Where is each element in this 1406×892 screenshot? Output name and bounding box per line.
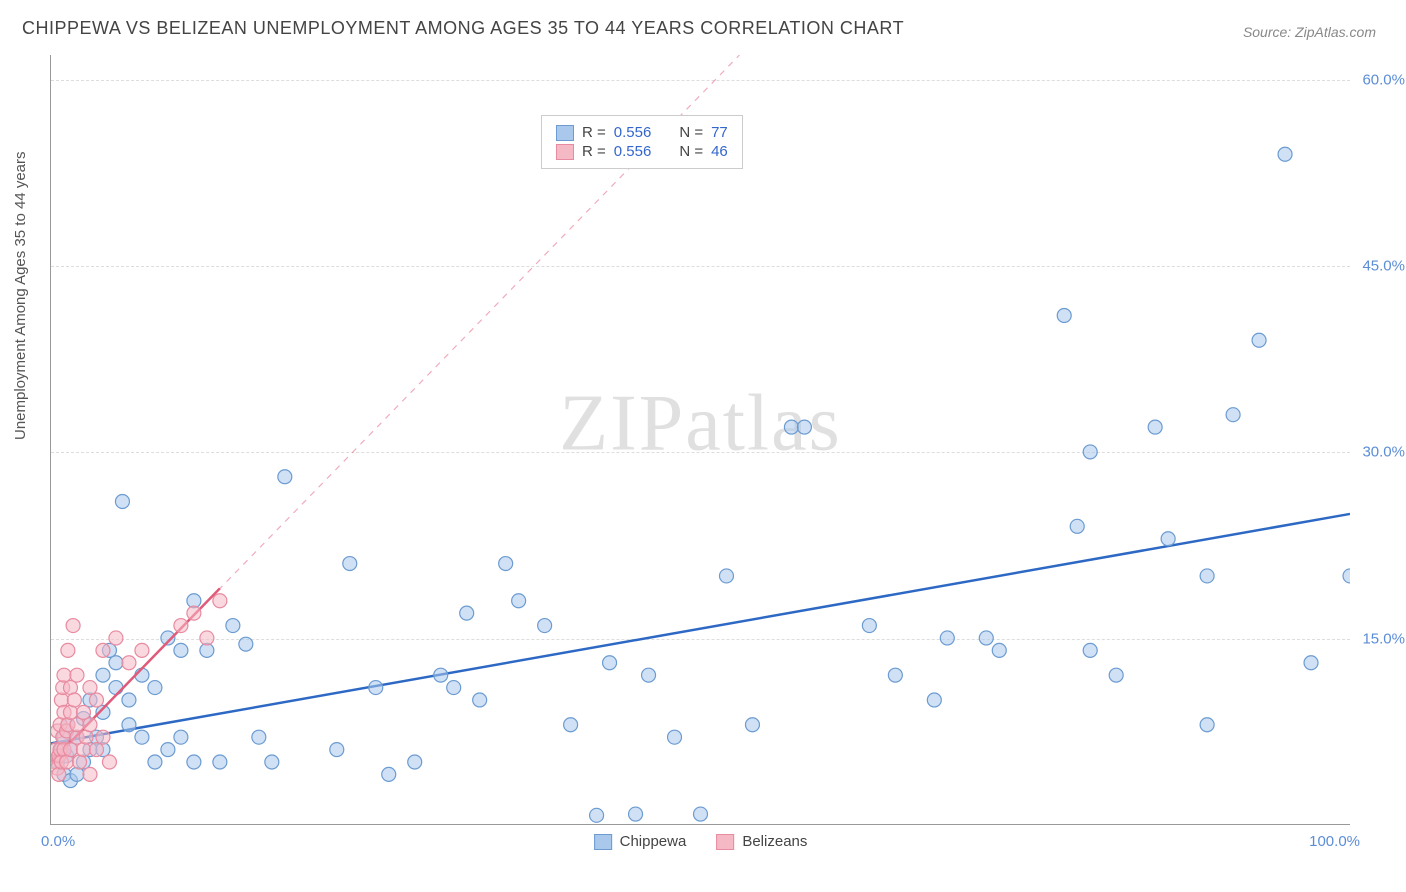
swatch-chippewa: [594, 834, 612, 850]
chart-title: CHIPPEWA VS BELIZEAN UNEMPLOYMENT AMONG …: [22, 18, 904, 39]
legend-series: Chippewa Belizeans: [594, 833, 808, 850]
x-tick-max: 100.0%: [1309, 833, 1360, 850]
scatter-svg: [51, 55, 1350, 824]
x-tick-min: 0.0%: [41, 833, 75, 850]
n-label: N =: [679, 143, 703, 160]
n-value-belizeans: 46: [711, 143, 728, 160]
y-tick-label: 60.0%: [1355, 71, 1405, 88]
swatch-belizeans: [716, 834, 734, 850]
chart-plot-area: ZIPatlas 15.0%30.0%45.0%60.0% 0.0% 100.0…: [50, 55, 1350, 825]
source-attribution: Source: ZipAtlas.com: [1243, 24, 1376, 40]
y-tick-label: 30.0%: [1355, 444, 1405, 461]
r-label: R =: [582, 143, 606, 160]
n-label: N =: [679, 124, 703, 141]
r-label: R =: [582, 124, 606, 141]
legend-item-chippewa: Chippewa: [594, 833, 687, 850]
legend-label-belizeans: Belizeans: [742, 833, 807, 850]
n-value-chippewa: 77: [711, 124, 728, 141]
swatch-chippewa: [556, 125, 574, 141]
legend-stats: R = 0.556 N = 77 R = 0.556 N = 46: [541, 115, 743, 169]
legend-row-chippewa: R = 0.556 N = 77: [556, 124, 728, 141]
y-axis-label: Unemployment Among Ages 35 to 44 years: [12, 151, 29, 440]
legend-label-chippewa: Chippewa: [620, 833, 687, 850]
legend-row-belizeans: R = 0.556 N = 46: [556, 143, 728, 160]
y-tick-label: 45.0%: [1355, 258, 1405, 275]
legend-item-belizeans: Belizeans: [716, 833, 807, 850]
swatch-belizeans: [556, 144, 574, 160]
y-tick-label: 15.0%: [1355, 630, 1405, 647]
r-value-belizeans: 0.556: [614, 143, 652, 160]
r-value-chippewa: 0.556: [614, 124, 652, 141]
